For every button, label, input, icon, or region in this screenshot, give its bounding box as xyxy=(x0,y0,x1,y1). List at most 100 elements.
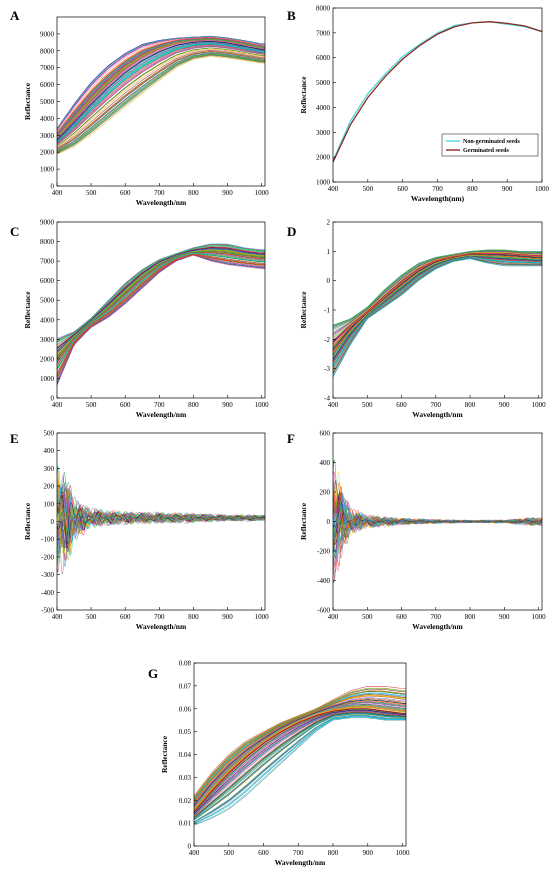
series-group xyxy=(57,35,265,155)
derivative-line xyxy=(333,481,542,545)
spectrum-line xyxy=(57,247,265,349)
spectrum-line xyxy=(333,252,542,342)
spectrum-line xyxy=(57,254,265,383)
spectrum-line xyxy=(333,254,542,352)
y-tick-label: 9000 xyxy=(40,219,55,227)
x-tick-label: 500 xyxy=(362,613,373,621)
spectrum-line xyxy=(57,45,265,145)
spectrum-line xyxy=(57,46,265,146)
x-tick-label: 1000 xyxy=(396,849,411,857)
spectrum-line xyxy=(57,44,265,144)
x-tick-label: 500 xyxy=(224,849,235,857)
derivative-line xyxy=(333,500,542,584)
derivative-line xyxy=(57,489,265,555)
spectrum-line xyxy=(194,706,406,811)
spectrum-line xyxy=(57,250,265,357)
x-tick-label: 900 xyxy=(499,613,510,621)
spectrum-line xyxy=(57,47,265,147)
y-tick-label: 7000 xyxy=(316,29,331,37)
x-tick-label: 900 xyxy=(499,401,510,409)
spectrum-line xyxy=(57,254,265,378)
spectrum-line xyxy=(194,695,406,803)
spectrum-line xyxy=(333,256,542,362)
spectrum-line xyxy=(333,255,542,361)
spectrum-line xyxy=(194,714,406,821)
y-tick-label: 0.03 xyxy=(179,774,192,782)
x-tick-label: 900 xyxy=(363,849,374,857)
panel-label: G xyxy=(148,666,158,681)
spectrum-line xyxy=(333,254,542,351)
spectrum-line xyxy=(333,255,542,360)
x-tick-label: 600 xyxy=(120,401,131,409)
series-group xyxy=(57,243,265,387)
spectrum-line xyxy=(57,36,265,130)
chart-panel-c: C 400 500 600 700 800 900 1000 0 1000 2000 3000 4000… xyxy=(10,219,269,420)
x-tick-label: 1000 xyxy=(255,401,270,409)
spectrum-line xyxy=(333,254,542,354)
panel-label: F xyxy=(287,431,295,446)
spectrum-line xyxy=(57,253,265,374)
spectrum-line xyxy=(333,255,542,360)
spectrum-line xyxy=(194,712,406,818)
spectrum-line xyxy=(194,709,406,814)
y-tick-label: 2000 xyxy=(40,355,55,363)
spectrum-line xyxy=(194,713,406,820)
spectrum-line xyxy=(57,250,265,359)
spectrum-line xyxy=(194,712,406,819)
y-tick-label: 0 xyxy=(51,518,55,526)
derivative-line xyxy=(333,459,542,545)
x-tick-label: 700 xyxy=(154,189,165,197)
y-tick-label: -4 xyxy=(324,395,330,403)
spectrum-line xyxy=(57,253,265,377)
spectrum-line xyxy=(333,255,542,362)
y-tick-label: -2 xyxy=(324,336,330,344)
spectrum-line xyxy=(194,698,406,805)
derivative-line xyxy=(333,503,542,569)
y-tick-label: 5000 xyxy=(316,79,331,87)
spectrum-line xyxy=(333,252,542,341)
spectrum-line xyxy=(194,715,406,823)
spectrum-line xyxy=(333,255,542,359)
y-tick-label: 0.06 xyxy=(179,705,192,713)
x-tick-label: 400 xyxy=(189,849,200,857)
spectrum-line xyxy=(333,255,542,356)
spectrum-line xyxy=(194,694,406,803)
spectrum-line xyxy=(194,705,406,810)
spectrum-line xyxy=(57,52,265,152)
spectrum-line xyxy=(333,254,542,349)
x-tick-label: 600 xyxy=(258,849,269,857)
y-tick-label: 5000 xyxy=(40,98,55,106)
y-tick-label: 400 xyxy=(44,447,55,455)
spectrum-line xyxy=(194,717,406,826)
y-tick-label: 7000 xyxy=(40,258,55,266)
spectrum-line xyxy=(333,254,542,350)
y-axis-label: Reflectance xyxy=(299,291,308,329)
spectrum-line xyxy=(57,53,265,153)
spectrum-line xyxy=(57,41,265,141)
spectrum-line xyxy=(57,38,265,137)
spectrum-line xyxy=(333,258,542,378)
y-tick-label: 0 xyxy=(51,183,55,191)
y-tick-label: 3000 xyxy=(40,132,55,140)
spectrum-line xyxy=(57,254,265,381)
spectrum-line xyxy=(57,253,265,369)
x-tick-label: 700 xyxy=(293,849,304,857)
spectrum-line xyxy=(57,254,265,381)
derivative-line xyxy=(333,486,542,572)
x-tick-label: 1000 xyxy=(532,401,547,409)
x-tick-label: 1000 xyxy=(532,613,547,621)
y-tick-label: 5000 xyxy=(40,297,55,305)
spectrum-line xyxy=(57,245,265,345)
spectrum-line xyxy=(333,249,542,327)
x-tick-label: 700 xyxy=(154,613,165,621)
x-axis-label: Wavelength/nm xyxy=(275,858,326,867)
x-axis-label: Wavelength/nm xyxy=(136,410,187,419)
spectrum-line xyxy=(194,686,406,797)
plot-frame xyxy=(193,662,407,847)
spectrum-line xyxy=(57,43,265,143)
legend-label: Germinated seeds xyxy=(463,148,509,154)
spectrum-line xyxy=(57,251,265,360)
x-tick-label: 900 xyxy=(502,185,513,193)
x-tick-label: 800 xyxy=(467,185,478,193)
